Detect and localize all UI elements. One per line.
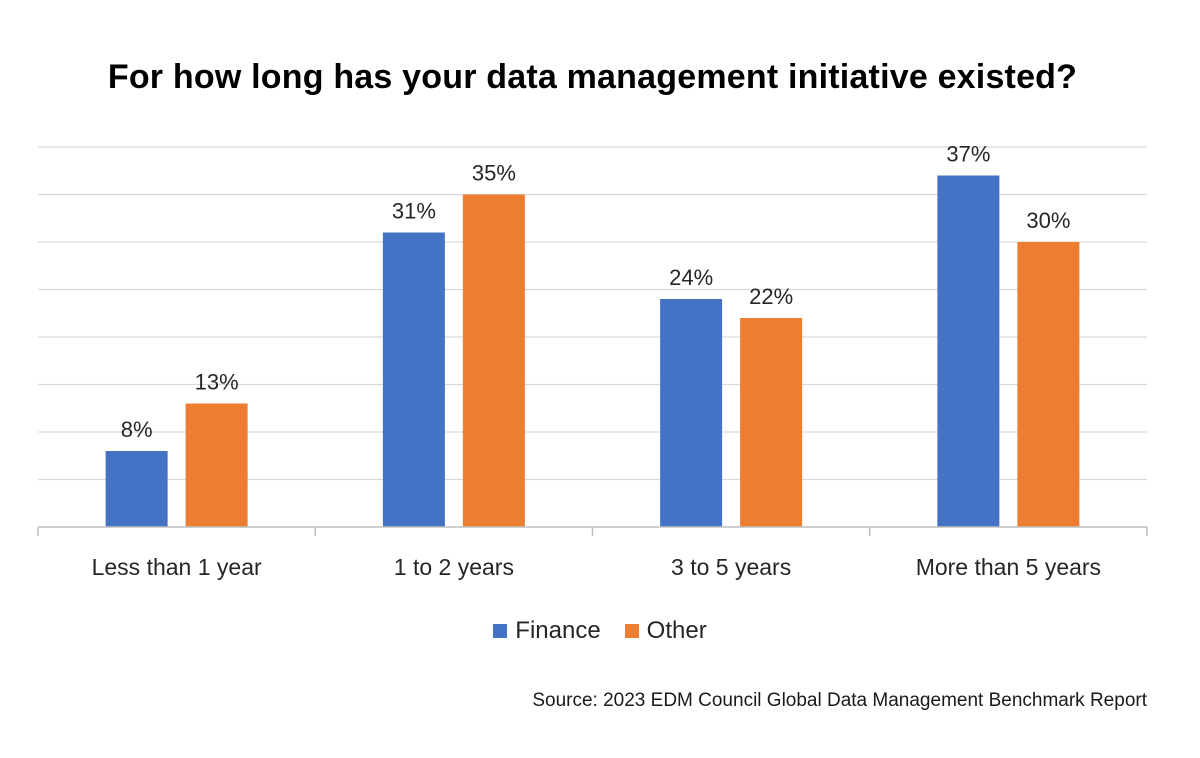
category-label-3: More than 5 years [916, 554, 1101, 580]
data-label-other-1: 35% [472, 161, 516, 186]
data-label-finance-3: 37% [946, 142, 990, 167]
category-label-0: Less than 1 year [92, 554, 262, 580]
legend-swatch-other [624, 624, 639, 638]
legend: Finance Other [0, 617, 1200, 645]
data-labels: 8% 13% 31% 35% 24% 22% 37% 30% [121, 142, 1071, 443]
data-label-other-3: 30% [1026, 208, 1070, 233]
bar-finance-2 [660, 299, 723, 527]
data-label-other-2: 22% [749, 284, 793, 309]
chart-title: For how long has your data management in… [107, 58, 1078, 96]
legend-label-finance: Finance [515, 617, 601, 644]
source-note: Source: 2023 EDM Council Global Data Man… [532, 690, 1147, 711]
bar-finance-3 [937, 175, 1000, 527]
data-label-finance-0: 8% [121, 417, 153, 442]
category-label-1: 1 to 2 years [394, 554, 514, 580]
legend-item-other: Other [624, 617, 707, 645]
data-label-finance-1: 31% [392, 199, 436, 224]
bar-other-3 [1017, 242, 1080, 527]
legend-swatch-finance [493, 624, 508, 638]
legend-label-other: Other [646, 617, 707, 644]
bar-finance-1 [382, 232, 445, 527]
bar-other-0 [185, 403, 248, 527]
data-label-other-0: 13% [195, 370, 239, 395]
bar-finance-0 [105, 451, 168, 527]
bar-other-2 [740, 318, 803, 527]
bar-other-1 [462, 194, 525, 527]
bars [105, 175, 1080, 527]
x-axis: Less than 1 year 1 to 2 years 3 to 5 years… [37, 526, 1148, 580]
legend-item-finance: Finance [493, 617, 601, 645]
data-label-finance-2: 24% [669, 265, 713, 290]
category-label-2: 3 to 5 years [671, 554, 791, 580]
